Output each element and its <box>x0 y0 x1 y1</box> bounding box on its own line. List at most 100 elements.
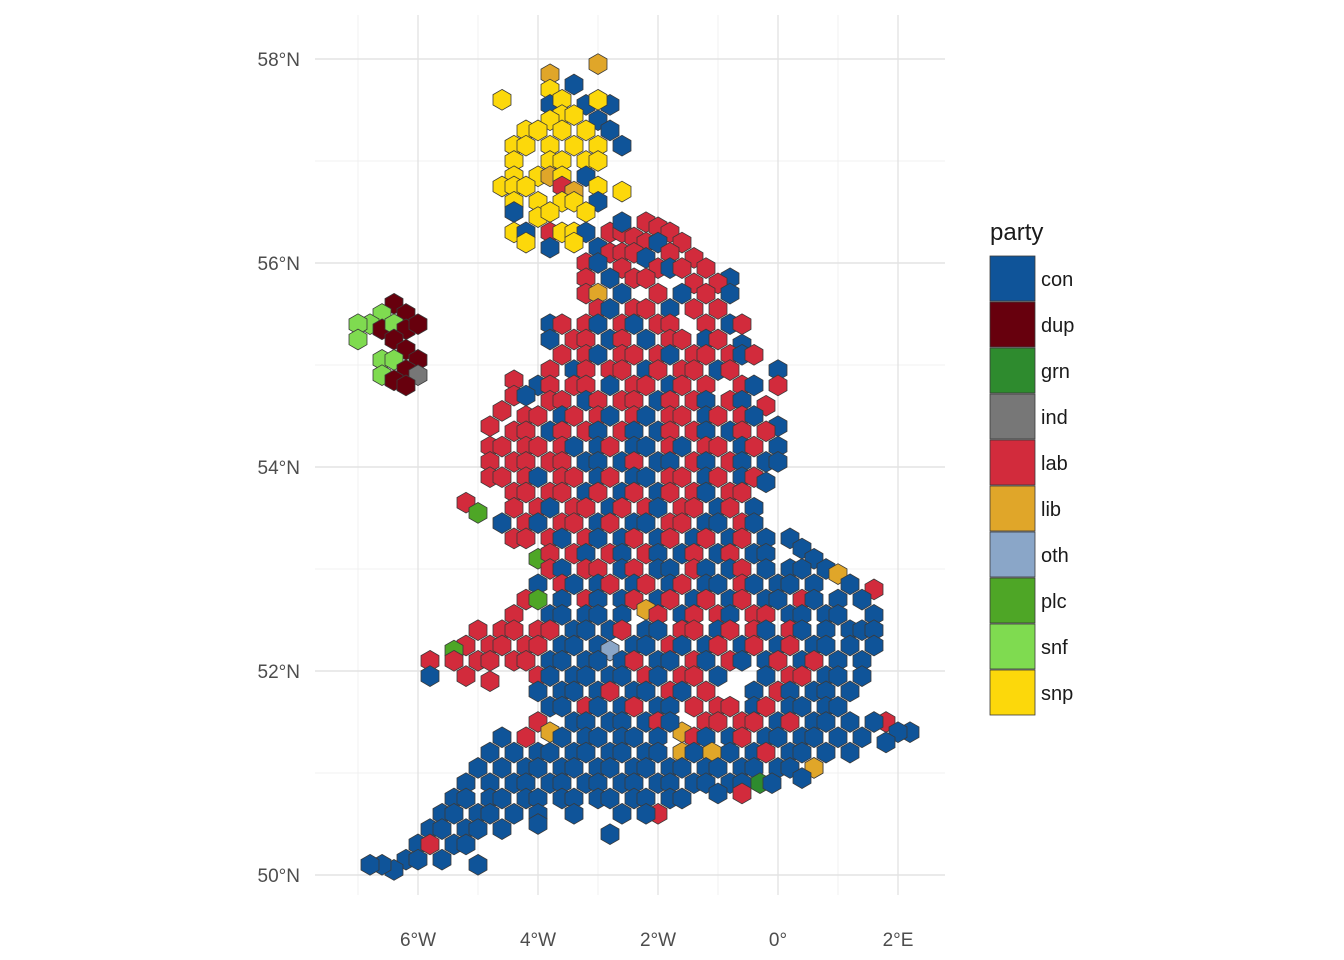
hex-dup <box>396 374 416 397</box>
hex-lab <box>780 634 800 657</box>
hex-con <box>636 634 656 657</box>
hex-con <box>564 680 584 703</box>
legend-swatch-grn <box>989 347 1036 394</box>
hex-lab <box>672 512 692 534</box>
hex-con <box>576 619 596 642</box>
hex-con <box>648 741 668 764</box>
hex-con <box>360 853 380 876</box>
hex-con <box>780 573 800 596</box>
hex-lab <box>552 481 572 504</box>
hex-con <box>600 823 620 846</box>
hex-lab <box>492 435 512 458</box>
hex-lab <box>612 359 632 381</box>
legend-title: party <box>990 219 1043 246</box>
hex-lab <box>648 359 668 381</box>
legend-swatch-snp <box>989 669 1036 716</box>
hex-con <box>432 848 452 871</box>
hex-con <box>492 757 512 779</box>
hex-snp <box>552 119 572 142</box>
hex-lab <box>684 359 704 381</box>
hex-con <box>528 757 548 779</box>
hex-con <box>756 471 776 494</box>
hex-con <box>672 435 692 458</box>
hex-con <box>600 405 620 427</box>
hex-lab <box>576 496 596 519</box>
hex-lab <box>624 649 644 672</box>
hex-con <box>588 649 608 672</box>
hex-snp <box>564 134 584 157</box>
hex-lab <box>600 466 620 489</box>
hex-con <box>600 374 620 397</box>
hex-con <box>696 481 716 504</box>
hex-lab <box>516 726 536 749</box>
hex-lab <box>696 680 716 703</box>
hex-lab <box>600 512 620 534</box>
legend-swatch-oth <box>989 531 1036 578</box>
hex-con <box>492 787 512 810</box>
y-tick-label: 52°N <box>258 662 300 683</box>
legend-label-ind: ind <box>1041 407 1068 429</box>
hex-con <box>876 731 896 754</box>
hex-lab <box>504 496 524 519</box>
hex-con <box>744 573 764 596</box>
hex-con <box>708 782 728 805</box>
hex-con <box>480 802 500 825</box>
hex-lab <box>564 512 584 534</box>
hex-con <box>852 665 872 687</box>
hex-con <box>768 451 788 473</box>
hex-lab <box>600 680 620 703</box>
hex-lab <box>516 649 536 672</box>
hex-con <box>624 726 644 749</box>
hex-lab <box>672 374 692 397</box>
hex-con <box>576 741 596 764</box>
hex-con <box>804 726 824 749</box>
hex-con <box>600 267 620 290</box>
hex-con <box>540 328 560 351</box>
hex-con <box>504 802 524 825</box>
hex-lab <box>696 282 716 305</box>
hex-con <box>504 741 524 764</box>
hex-con <box>864 711 884 733</box>
legend: party con dup grn ind lab lib oth plc snf snp <box>989 219 1074 716</box>
hex-con <box>552 649 572 672</box>
hex-con <box>804 588 824 611</box>
hex-con <box>744 512 764 534</box>
hex-con <box>528 813 548 835</box>
hex-lib <box>588 53 608 75</box>
hex-con <box>456 833 476 856</box>
hex-lab <box>708 328 728 351</box>
hex-plc <box>468 502 488 524</box>
hex-con <box>528 512 548 534</box>
hex-con <box>480 741 500 764</box>
legend-label-lib: lib <box>1041 499 1061 521</box>
hex-con <box>696 649 716 672</box>
hex-lab <box>684 298 704 320</box>
hex-con <box>588 726 608 749</box>
hex-con <box>600 757 620 779</box>
hex-lab <box>672 405 692 427</box>
y-tick-label: 56°N <box>258 254 300 275</box>
hex-con <box>612 741 632 764</box>
hex-con <box>468 818 488 840</box>
hex-lab <box>444 649 464 672</box>
hex-lab <box>528 405 548 427</box>
hex-lab <box>636 298 656 320</box>
hex-con <box>636 405 656 427</box>
hex-con <box>612 282 632 305</box>
hex-layer <box>348 53 920 881</box>
hex-con <box>660 649 680 672</box>
hex-con <box>768 588 788 611</box>
x-tick-label: 0° <box>769 930 787 951</box>
hex-con <box>636 328 656 351</box>
hex-con <box>720 741 740 764</box>
hex-con <box>840 711 860 733</box>
hex-con <box>576 665 596 687</box>
legend-swatch-lib <box>989 485 1036 532</box>
hex-lab <box>756 695 776 718</box>
legend-label-dup: dup <box>1041 315 1074 337</box>
hex-lab <box>660 588 680 611</box>
hex-con <box>840 573 860 596</box>
hex-lab <box>732 726 752 749</box>
hex-lab <box>708 711 728 733</box>
